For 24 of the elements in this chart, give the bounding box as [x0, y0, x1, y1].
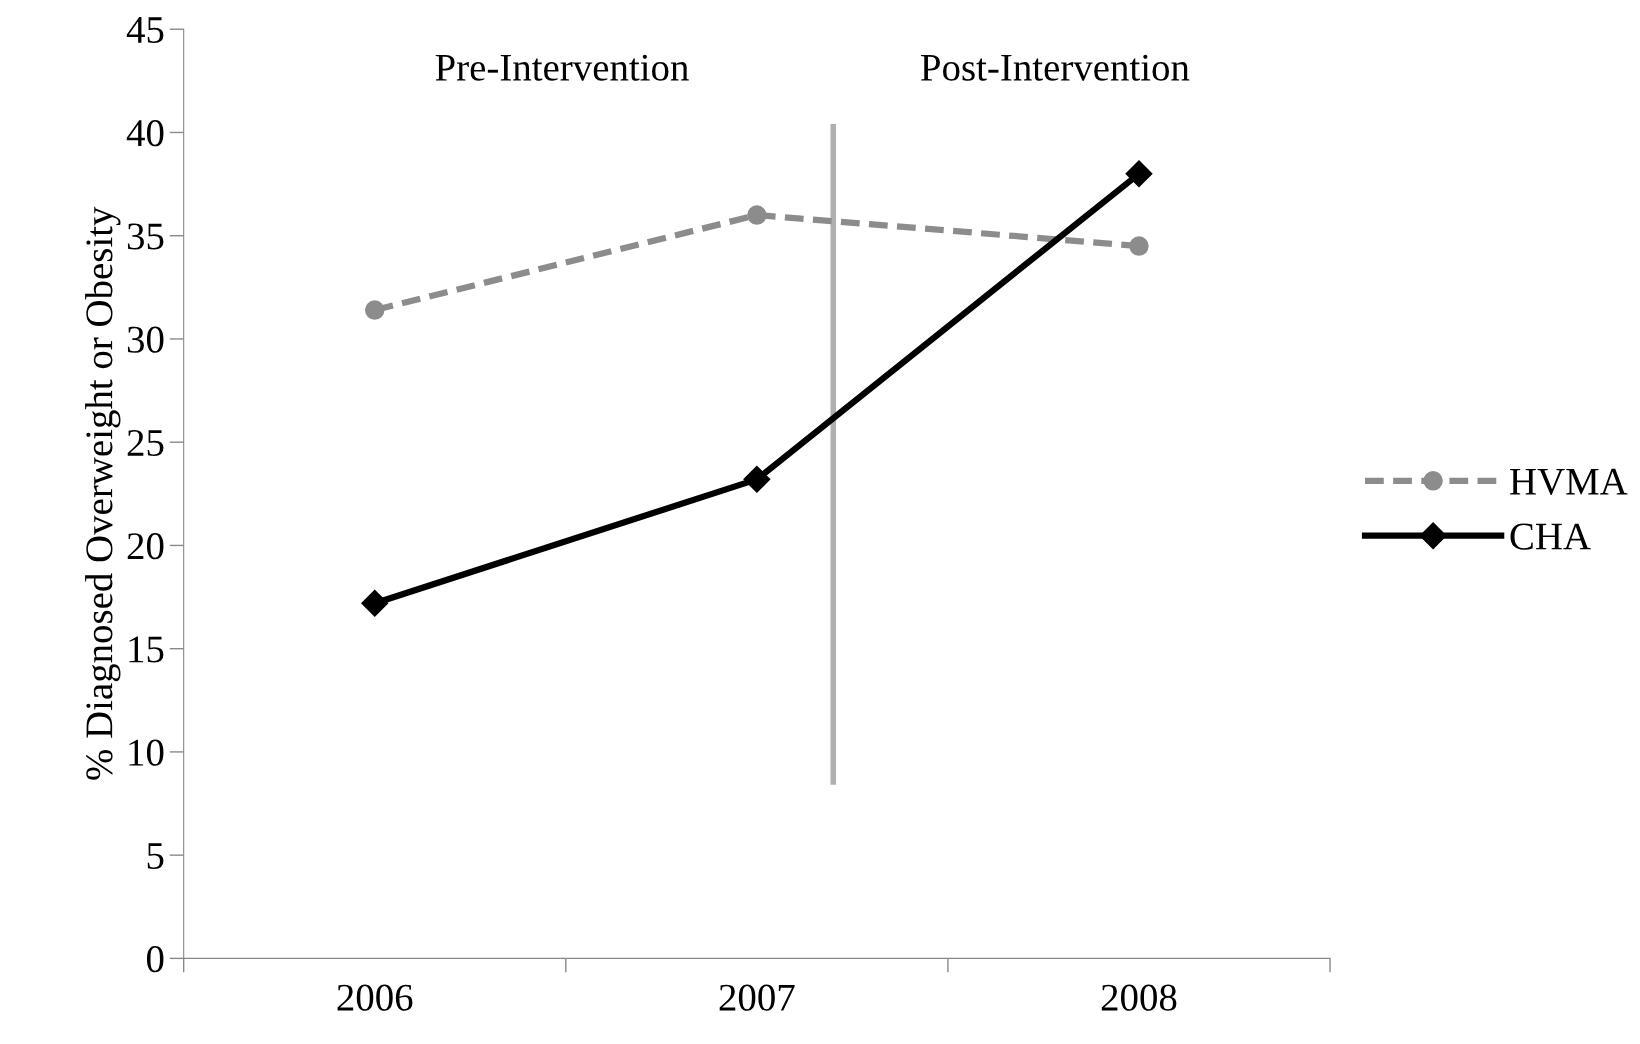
y-tick-label: 35 [127, 223, 164, 250]
y-tick-label: 45 [126, 17, 164, 44]
annotation: Pre-Intervention [435, 54, 689, 81]
y-tick-label: 40 [126, 120, 164, 147]
x-tick-label: 2008 [1101, 984, 1177, 1011]
annotation: Post-Intervention [921, 54, 1190, 81]
y-tick-label: 5 [147, 843, 164, 870]
y-tick-label: 20 [127, 533, 164, 560]
point [365, 300, 385, 320]
y-tick-label: 30 [127, 326, 164, 353]
point [1129, 236, 1149, 256]
legend-label: CHA [1510, 523, 1591, 550]
y-tick-label: 10 [129, 739, 164, 766]
point [1125, 160, 1153, 188]
y-axis-title: % Diagnosed Overweight or Obesity [85, 206, 121, 780]
point [743, 465, 771, 493]
point [747, 205, 767, 225]
legend-label: HVMA [1510, 468, 1628, 495]
x-tick-label: 2007 [719, 984, 795, 1011]
x-tick-label: 2006 [337, 984, 413, 1011]
y-tick-label: 0 [146, 946, 164, 973]
y-tick-label: 15 [129, 636, 164, 663]
point [361, 589, 389, 617]
y-tick-label: 25 [127, 429, 164, 457]
